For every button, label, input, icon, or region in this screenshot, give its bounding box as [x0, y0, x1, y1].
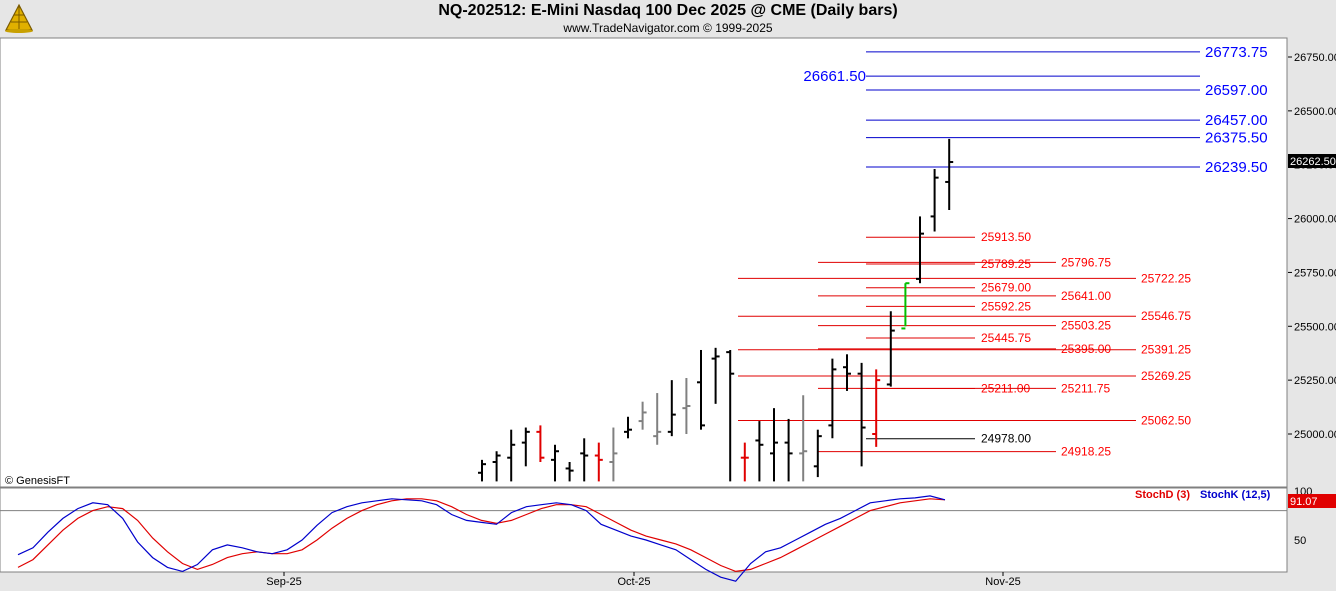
chart-title: NQ-202512: E-Mini Nasdaq 100 Dec 2025 @ …	[438, 2, 898, 19]
level-label: 25789.25	[981, 257, 1031, 271]
level-label: 24918.25	[1061, 445, 1111, 459]
price-tick-label: 25000.00	[1294, 429, 1336, 441]
stoch-plot-area[interactable]	[0, 487, 1288, 573]
level-lines: 26773.75 26661.50 26597.00 26457.0026375.50…	[738, 44, 1268, 459]
level-label: 25062.50	[1141, 414, 1191, 428]
price-tick-label: 25750.00	[1294, 267, 1336, 279]
level-label: 26239.50	[1205, 159, 1268, 176]
price-tick-label: 26500.00	[1294, 106, 1336, 118]
level-label: 26457.00	[1205, 112, 1268, 129]
time-tick-label: Sep-25	[266, 576, 301, 588]
stoch-value-label: 91.07	[1290, 496, 1318, 508]
level-label: 25546.75	[1141, 309, 1191, 323]
stoch-value-marker	[1288, 494, 1336, 508]
price-tick-label: 26750.00	[1294, 52, 1336, 64]
level-label: 25445.75	[981, 331, 1031, 345]
level-label: 25211.75	[1061, 381, 1110, 395]
last-price-marker	[1288, 154, 1336, 168]
stoch-series-line	[17, 498, 946, 573]
legend-stoch-d: StochD (3)	[1135, 489, 1190, 501]
price-tick-label: 25500.00	[1294, 321, 1336, 333]
time-axis-panel	[0, 573, 1336, 591]
chart-header: NQ-202512: E-Mini Nasdaq 100 Dec 2025 @ …	[0, 0, 1336, 38]
stoch-series-line	[17, 495, 946, 582]
level-label: 25913.50	[981, 230, 1031, 244]
level-label: 26375.50	[1205, 130, 1268, 147]
stoch-tick-label: 50	[1294, 535, 1306, 547]
stoch-lines	[17, 495, 946, 582]
level-label: 25796.75	[1061, 255, 1111, 269]
level-label: 26773.75	[1205, 44, 1268, 61]
level-label: 24978.00	[981, 432, 1031, 446]
level-label: 26661.50	[803, 68, 866, 85]
level-label: 25503.25	[1061, 319, 1111, 333]
level-label: 25641.00	[1061, 289, 1111, 303]
legend-stoch-k: StochK (12,5)	[1200, 489, 1271, 501]
chart-subtitle: www.TradeNavigator.com © 1999-2025	[563, 21, 773, 35]
level-label: 25269.25	[1141, 369, 1191, 383]
level-label: 25679.00	[981, 281, 1031, 295]
level-label: 25722.25	[1141, 271, 1191, 285]
last-price-label: 26262.50	[1290, 156, 1336, 168]
level-label: 25391.25	[1141, 343, 1191, 357]
time-tick-label: Nov-25	[985, 576, 1020, 588]
price-tick-label: 25250.00	[1294, 375, 1336, 387]
price-tick-label: 26000.00	[1294, 214, 1336, 226]
pyramid-logo-icon	[3, 2, 35, 34]
level-label: 26597.00	[1205, 82, 1268, 99]
watermark-text: © GenesisFT	[5, 475, 70, 487]
time-axis: Sep-25 Oct-25 Nov-25	[266, 572, 1021, 588]
price-bars	[478, 138, 954, 482]
time-tick-label: Oct-25	[617, 576, 650, 588]
level-label: 25592.25	[981, 299, 1031, 313]
level-label: 25395.00	[1061, 342, 1111, 356]
price-axis-panel	[1288, 38, 1336, 572]
price-axis: 26750.0026500.0026250.0026000.0025750.00…	[1288, 52, 1336, 441]
